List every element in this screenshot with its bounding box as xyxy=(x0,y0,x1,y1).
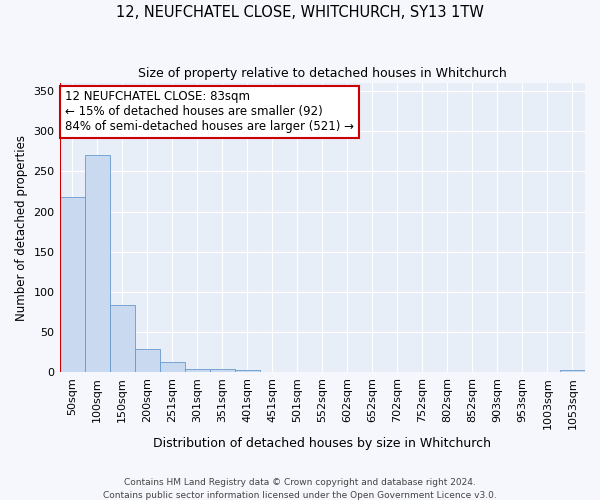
Bar xyxy=(59,197,85,372)
Text: 12, NEUFCHATEL CLOSE, WHITCHURCH, SY13 1TW: 12, NEUFCHATEL CLOSE, WHITCHURCH, SY13 1… xyxy=(116,5,484,20)
Bar xyxy=(134,349,160,372)
Bar xyxy=(209,369,235,372)
Bar xyxy=(85,154,110,372)
Bar xyxy=(235,370,260,372)
Bar xyxy=(160,362,185,372)
Bar xyxy=(185,369,209,372)
Text: Contains HM Land Registry data © Crown copyright and database right 2024.
Contai: Contains HM Land Registry data © Crown c… xyxy=(103,478,497,500)
Y-axis label: Number of detached properties: Number of detached properties xyxy=(15,134,28,320)
X-axis label: Distribution of detached houses by size in Whitchurch: Distribution of detached houses by size … xyxy=(153,437,491,450)
Bar xyxy=(560,370,585,372)
Bar xyxy=(110,306,134,372)
Text: 12 NEUFCHATEL CLOSE: 83sqm
← 15% of detached houses are smaller (92)
84% of semi: 12 NEUFCHATEL CLOSE: 83sqm ← 15% of deta… xyxy=(65,90,354,134)
Title: Size of property relative to detached houses in Whitchurch: Size of property relative to detached ho… xyxy=(138,68,506,80)
